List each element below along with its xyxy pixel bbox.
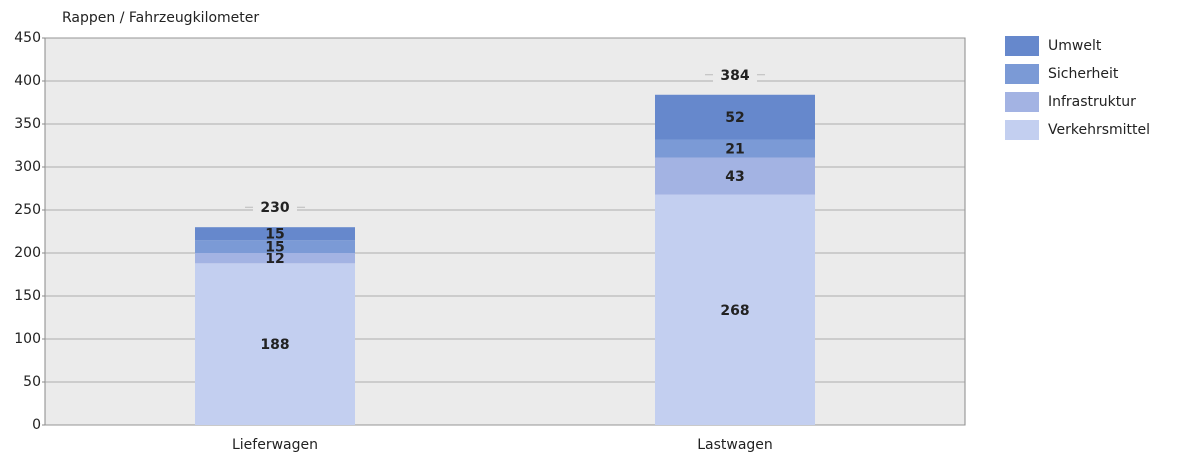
bar-segment xyxy=(655,194,815,425)
y-tick-label: 150 xyxy=(14,288,41,304)
bar-segment xyxy=(195,227,355,241)
legend-label: Verkehrsmittel xyxy=(1048,122,1150,138)
legend-swatch xyxy=(1005,120,1039,140)
y-tick-label: 400 xyxy=(14,73,41,89)
value-label: 12 xyxy=(265,251,284,267)
legend-swatch xyxy=(1005,92,1039,112)
y-axis-label: Rappen / Fahrzeugkilometer xyxy=(62,10,259,26)
plot-area xyxy=(44,37,966,426)
legend-swatch xyxy=(1005,36,1039,56)
legend-label: Umwelt xyxy=(1048,38,1102,54)
y-tick-label: 350 xyxy=(14,116,41,132)
bar-segment xyxy=(195,263,355,425)
total-label: 230 xyxy=(260,200,289,216)
value-label: 52 xyxy=(725,110,744,126)
y-tick-label: 0 xyxy=(32,417,41,433)
bar-segment xyxy=(655,94,815,140)
legend-label: Infrastruktur xyxy=(1048,94,1136,110)
bar-segment xyxy=(655,139,815,158)
total-bg xyxy=(253,198,297,217)
bar-segment xyxy=(655,157,815,195)
y-tick-label: 200 xyxy=(14,245,41,261)
value-label: 21 xyxy=(725,142,744,158)
value-label: 43 xyxy=(725,169,744,185)
y-tick-label: 250 xyxy=(14,202,41,218)
value-label: 188 xyxy=(260,337,289,353)
total-bg xyxy=(713,65,757,84)
bar-segment xyxy=(195,240,355,253)
y-tick-label: 100 xyxy=(14,331,41,347)
bar-segment xyxy=(195,253,355,264)
y-tick-label: 300 xyxy=(14,159,41,175)
legend-label: Sicherheit xyxy=(1048,66,1119,82)
value-label: 268 xyxy=(720,303,749,319)
total-label: 384 xyxy=(720,68,749,84)
x-tick-label: Lieferwagen xyxy=(232,437,318,453)
legend-swatch xyxy=(1005,64,1039,84)
x-tick-label: Lastwagen xyxy=(697,437,773,453)
y-tick-label: 450 xyxy=(14,30,41,46)
value-label: 15 xyxy=(265,240,284,256)
value-label: 15 xyxy=(265,227,284,243)
y-tick-label: 50 xyxy=(23,374,41,390)
